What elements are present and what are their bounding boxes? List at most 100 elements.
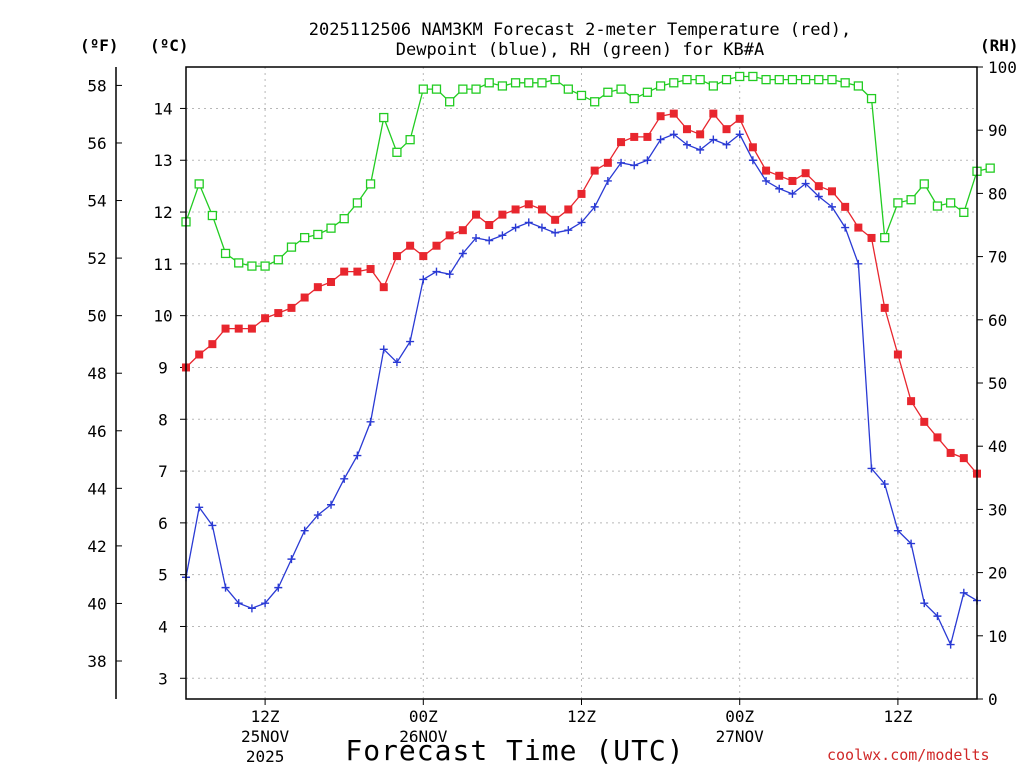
temperature-point xyxy=(801,169,810,178)
temperature-point xyxy=(234,324,243,333)
temperature-point xyxy=(946,448,955,457)
temperature-point xyxy=(458,226,467,235)
celsius-tick-label: 5 xyxy=(158,566,168,585)
rh-point xyxy=(405,135,415,145)
rh-point xyxy=(919,179,929,189)
temperature-point xyxy=(814,182,823,191)
rh-point xyxy=(365,179,376,189)
fahrenheit-tick-label: 54 xyxy=(87,192,106,211)
rh-point xyxy=(392,147,402,157)
dewpoint-point xyxy=(379,345,388,354)
rh-point xyxy=(616,84,626,94)
x-tick-label: 12Z xyxy=(883,707,912,726)
rh-point xyxy=(524,78,534,88)
x-tick-label: 00Z xyxy=(409,707,438,726)
dewpoint-point xyxy=(893,526,902,535)
rh-point xyxy=(603,87,613,97)
dewpoint-point xyxy=(524,218,533,227)
temperature-point xyxy=(735,114,744,123)
rh-point xyxy=(629,93,639,104)
temperature-point xyxy=(682,125,691,134)
dewpoint-point xyxy=(340,474,349,483)
dewpoint-point xyxy=(366,417,375,426)
dewpoint-point xyxy=(722,140,731,149)
rh-point xyxy=(735,71,745,82)
rh-tick-label: 20 xyxy=(988,564,1007,583)
rh-point xyxy=(787,74,798,85)
temperature-point xyxy=(775,171,784,180)
celsius-tick-label: 13 xyxy=(153,151,172,170)
rh-point xyxy=(379,112,389,123)
celsius-tick-label: 10 xyxy=(153,307,172,326)
rh-point xyxy=(827,74,837,85)
grid-layer xyxy=(186,67,977,699)
temperature-point xyxy=(353,267,362,276)
temperature-point xyxy=(485,221,494,229)
temperature-point xyxy=(630,132,639,141)
temperature-point xyxy=(564,205,573,214)
temperature-point xyxy=(841,202,850,211)
dewpoint-point xyxy=(551,228,560,237)
rh-unit-label: (RH) xyxy=(980,36,1019,55)
dewpoint-point xyxy=(827,202,836,211)
temperature-point xyxy=(959,454,968,463)
dewpoint-point xyxy=(814,192,823,201)
dewpoint-point xyxy=(735,130,744,139)
fahrenheit-tick-label: 52 xyxy=(87,249,106,268)
fahrenheit-tick-label: 50 xyxy=(87,307,106,326)
celsius-tick-label: 8 xyxy=(158,410,168,429)
temperature-point xyxy=(432,241,441,250)
rh-point xyxy=(510,78,521,88)
fahrenheit-tick-label: 46 xyxy=(87,422,106,441)
temperature-point xyxy=(867,233,876,242)
rh-point xyxy=(682,74,692,85)
dewpoint-point xyxy=(208,521,217,530)
rh-tick-label: 80 xyxy=(988,184,1007,203)
temperature-point xyxy=(419,252,428,261)
temperature-point xyxy=(313,283,322,292)
temperature-point xyxy=(669,109,678,118)
dewpoint-point xyxy=(537,223,546,232)
dewpoint-point xyxy=(762,176,771,185)
rh-tick-label: 30 xyxy=(988,500,1007,519)
temperature-point xyxy=(643,132,652,141)
dewpoint-point xyxy=(261,599,270,608)
temperature-point xyxy=(854,223,863,232)
dewpoint-point xyxy=(327,500,336,509)
series-layer xyxy=(181,71,995,649)
x-tick-label: 00Z xyxy=(725,707,754,726)
x-axis-title: Forecast Time (UTC) xyxy=(345,734,685,767)
dewpoint-point xyxy=(419,275,428,284)
temperature-series xyxy=(182,109,981,478)
dewpoint-point xyxy=(617,158,626,167)
rh-point xyxy=(550,74,560,85)
temperature-point xyxy=(221,324,230,333)
axis-layer: 3456789101112131438404244464850525456580… xyxy=(87,58,1017,766)
rh-point xyxy=(220,248,231,259)
temperature-point xyxy=(340,267,349,276)
dewpoint-point xyxy=(445,270,454,279)
rh-point xyxy=(576,90,587,101)
dewpoint-point xyxy=(485,236,494,245)
dewpoint-point xyxy=(300,526,309,535)
temperature-point xyxy=(709,109,718,118)
chart-title-line2: Dewpoint (blue), RH (green) for KB#A xyxy=(395,40,765,60)
dewpoint-point xyxy=(696,145,705,154)
temperature-point xyxy=(274,309,283,318)
rh-point xyxy=(418,84,428,94)
rh-point xyxy=(431,84,442,94)
temperature-point xyxy=(603,158,612,167)
temperature-point xyxy=(577,189,586,198)
temperature-point xyxy=(195,350,204,359)
dewpoint-point xyxy=(313,511,322,520)
rh-point xyxy=(484,78,494,88)
temperature-point xyxy=(392,252,401,261)
rh-point xyxy=(721,74,732,85)
temperature-point xyxy=(537,205,546,214)
dewpoint-point xyxy=(709,135,718,144)
dewpoint-point xyxy=(907,539,916,548)
fahrenheit-tick-label: 48 xyxy=(87,364,106,383)
dewpoint-point xyxy=(247,604,256,613)
rh-point xyxy=(352,198,363,208)
rh-point xyxy=(906,195,916,205)
